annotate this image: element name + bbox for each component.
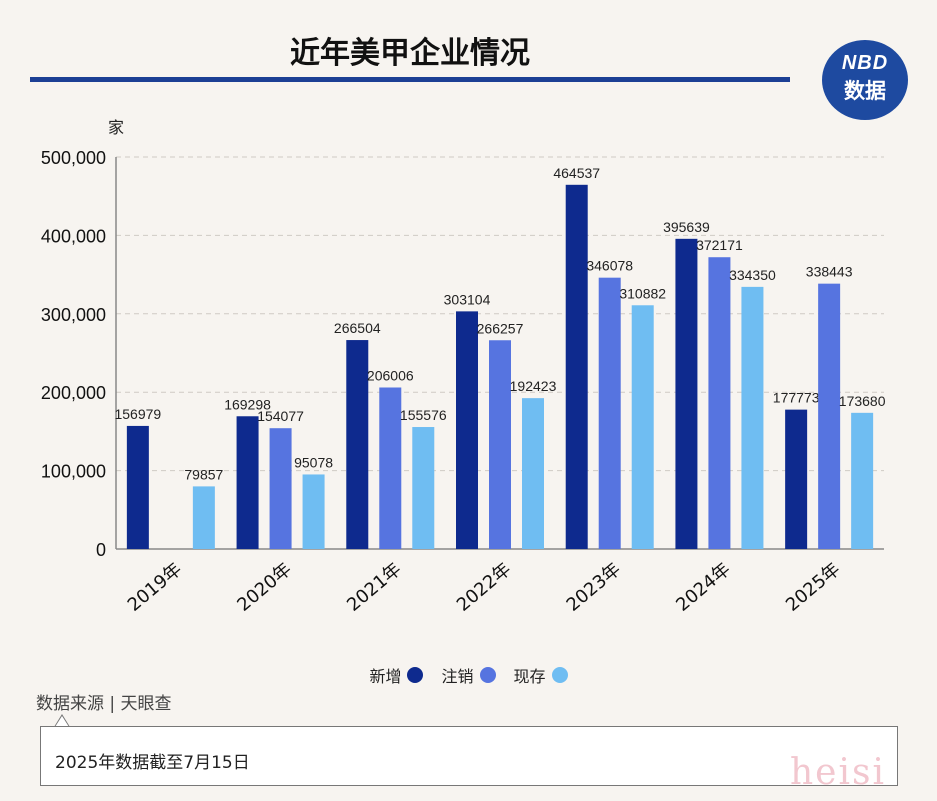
x-tick-label: 2022年 [453,559,515,616]
data-label: 346078 [586,258,633,274]
legend-item-existing: 现存 [514,663,568,687]
bar-现存-2025年 [851,412,874,549]
chart-title: 近年美甲企业情况 [290,36,530,71]
y-tick-label: 400,000 [41,226,106,246]
y-tick-label: 300,000 [41,305,106,325]
y-tick-label: 200,000 [41,383,106,403]
bar-chart: 家 0 100,000 200,000 300,000 400,000 500,000 156… [41,118,886,616]
x-tick-label: 2024年 [672,559,734,616]
data-label: 173680 [839,393,886,409]
data-label: 169298 [224,396,271,412]
x-tick-label: 2023年 [563,559,625,616]
data-label: 79857 [184,466,223,482]
bar-注销-2021年 [379,387,402,549]
data-label: 334350 [729,267,776,283]
data-label: 303104 [444,291,491,307]
data-label: 192423 [510,378,557,394]
data-label: 154077 [257,408,304,424]
note-pointer-fill [55,716,69,727]
bar-现存-2024年 [741,286,764,549]
data-label: 95078 [294,454,333,470]
nbd-data-logo: NBD 数据 [822,40,908,120]
data-label: 266257 [477,320,524,336]
bar-注销-2023年 [598,277,621,549]
legend-swatch-cancel [479,667,496,683]
legend-item-new: 新增 [369,663,424,687]
logo-line1: NBD [841,52,889,74]
note-box: 2025年数据截至7月15日 [40,726,898,786]
bar-注销-2024年 [708,257,731,549]
legend-label-existing: 现存 [513,667,546,686]
data-label: 338443 [806,264,853,280]
bar-新增-2023年 [565,184,588,550]
note-text: 2025年数据截至7月15日 [55,753,250,773]
data-label: 156979 [114,406,161,422]
data-label: 310882 [619,285,666,301]
bar-新增-2020年 [236,416,259,549]
bar-新增-2021年 [346,340,369,549]
bar-注销-2022年 [489,340,511,549]
bar-新增-2025年 [785,409,808,549]
bar-新增-2024年 [675,238,698,549]
title-underline [30,77,790,82]
data-label: 266504 [334,320,381,336]
data-label: 177773 [773,390,820,406]
y-tick-label: 0 [96,540,106,560]
x-tick-label: 2025年 [782,559,844,616]
bar-现存-2019年 [192,486,215,549]
bar-注销-2025年 [818,283,841,549]
bar-注销-2020年 [269,428,292,549]
x-tick-label: 2019年 [124,559,186,616]
data-label: 155576 [400,407,447,423]
data-label: 464537 [553,165,600,181]
data-label: 372171 [696,237,743,253]
bar-新增-2019年 [126,425,149,549]
signature-watermark: heisi [790,752,886,793]
bar-新增-2022年 [456,311,478,549]
legend-item-cancel: 注销 [441,663,496,687]
data-label: 206006 [367,367,414,383]
data-label: 395639 [663,219,710,235]
chart-legend: 新增 注销 现存 [0,663,937,687]
bar-现存-2020年 [302,474,325,549]
bar-现存-2021年 [412,427,435,549]
y-tick-label: 100,000 [41,462,106,482]
y-tick-label: 500,000 [41,148,106,168]
legend-label-new: 新增 [369,667,402,686]
x-tick-label: 2020年 [233,559,295,616]
y-axis-unit-label: 家 [108,118,124,137]
logo-line2: 数据 [844,79,886,103]
legend-label-cancel: 注销 [441,667,474,686]
bar-现存-2023年 [631,305,654,549]
bar-现存-2022年 [522,398,544,549]
legend-swatch-existing [551,667,568,683]
x-tick-label: 2021年 [343,559,405,616]
legend-swatch-new [407,667,424,683]
data-source: 数据来源 | 天眼查 [36,694,172,714]
